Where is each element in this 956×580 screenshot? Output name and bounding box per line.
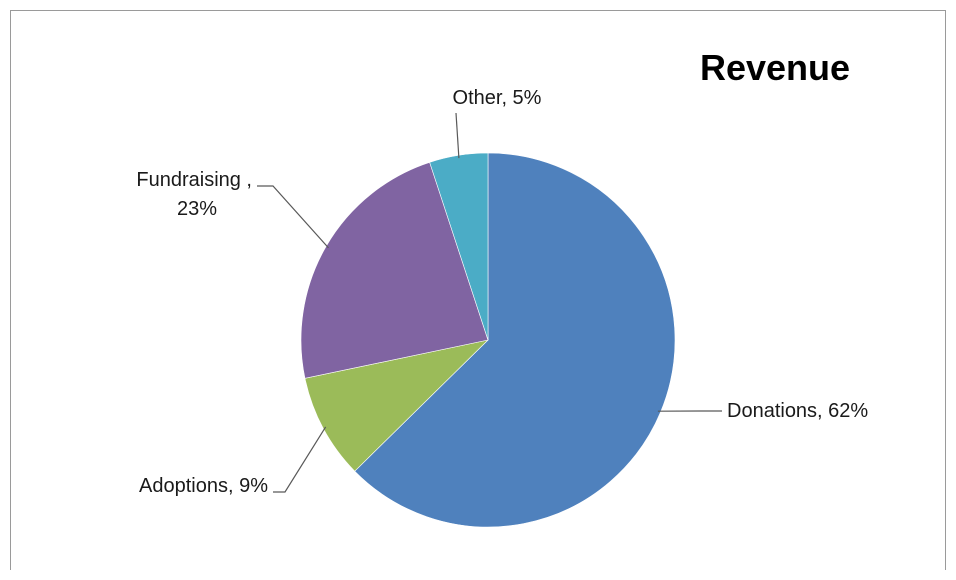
- chart-title: Revenue: [700, 47, 850, 88]
- data-label-line: Fundraising ,: [136, 169, 252, 191]
- data-label-line: Donations, 62%: [727, 400, 868, 422]
- slices-group: [300, 152, 676, 528]
- pie-slice-donations: [354, 152, 676, 528]
- data-label-fundraising: Fundraising , 23%: [136, 169, 252, 220]
- leader-line-other: [455, 112, 460, 159]
- data-label-other: Other, 5%: [453, 87, 542, 109]
- data-label-line: Adoptions, 9%: [139, 475, 268, 497]
- data-label-adoptions: Adoptions, 9%: [139, 475, 268, 497]
- data-label-donations: Donations, 62%: [727, 400, 868, 422]
- leader-line-fundraising: [257, 185, 329, 249]
- leader-line-adoptions: [273, 426, 327, 493]
- pie-slice-fundraising: [300, 161, 489, 379]
- leader-lines-group: [257, 112, 722, 493]
- data-labels-group: Donations, 62% Adoptions, 9% Fundraising ,…: [136, 87, 868, 497]
- pie-slice-adoptions: [304, 339, 489, 472]
- data-label-line: 23%: [177, 198, 217, 220]
- data-label-line: Other, 5%: [453, 87, 542, 109]
